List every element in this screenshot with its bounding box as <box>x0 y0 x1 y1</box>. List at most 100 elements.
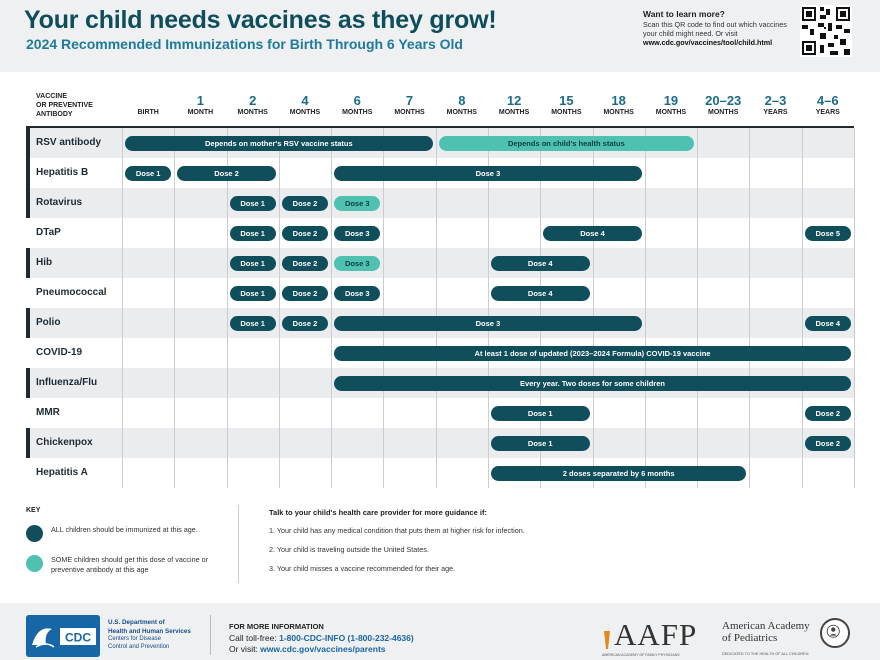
grid-line <box>749 128 751 488</box>
vaccine-name: Influenza/Flu <box>26 368 122 398</box>
column-header-number: 8 <box>458 93 466 108</box>
aap-logo: American Academy of Pediatrics DEDICATED… <box>722 620 862 660</box>
call-line: Call toll-free: 1-800-CDC-INFO (1-800-23… <box>229 632 414 643</box>
column-header: 18 MONTHS <box>593 90 645 126</box>
table-row: Hib <box>26 248 854 278</box>
more-info-title: FOR MORE INFORMATION <box>229 622 324 631</box>
dose-bar: Dose 3 <box>334 285 381 301</box>
column-header-number: 2 <box>249 93 257 108</box>
column-header: 6 MONTHS <box>331 90 383 126</box>
column-header: 8 MONTHS <box>436 90 488 126</box>
aafp-logo: AAFP AMERICAN ACADEMY OF FAMILY PHYSICIA… <box>600 615 700 659</box>
grid-line <box>487 128 489 488</box>
table-row: Chickenpox <box>26 428 854 458</box>
column-header-number: 4–6 <box>816 93 839 108</box>
column-header-unit: YEARS <box>815 109 840 116</box>
column-header-number: 2–3 <box>764 93 787 108</box>
column-header-number: 7 <box>405 93 414 108</box>
column-header-unit: MONTHS <box>551 109 582 116</box>
column-header-unit: MONTHS <box>603 109 634 116</box>
vaccine-name: Hepatitis B <box>26 158 122 188</box>
column-header-number <box>122 90 174 109</box>
learn-more-text: Scan this QR code to find out which vacc… <box>643 20 787 38</box>
dose-bar: Depends on mother's RSV vaccine status <box>125 135 433 151</box>
vaccine-name: Hepatitis A <box>36 467 88 478</box>
column-header-unit: MONTHS <box>289 109 321 116</box>
column-header-unit: MONTH <box>187 109 214 116</box>
aap-logo-subtext: DEDICATED TO THE HEALTH OF ALL CHILDREN <box>722 652 809 656</box>
visit-line: Or visit: www.cdc.gov/vaccines/parents <box>229 644 386 654</box>
column-header: 7 MONTHS <box>383 90 435 126</box>
column-header-unit: MONTHS <box>708 109 739 116</box>
table-header-row: VACCINE OR PREVENTIVE ANTIBODY BIRTH 1 MON… <box>26 90 854 126</box>
grid-line <box>383 128 385 488</box>
dose-bar: Dose 2 <box>177 165 276 181</box>
grid-line <box>331 128 333 488</box>
aafp-logo-text: AAFP <box>614 617 698 652</box>
key-title: KEY <box>26 507 41 514</box>
column-header: 2 MONTHS <box>227 90 279 126</box>
dose-bar: Depends on child's health status <box>438 135 695 151</box>
dose-bar: Dose 2 <box>281 225 329 241</box>
dose-bar: Dose 4 <box>543 225 642 241</box>
vaccine-name: DTaP <box>36 227 61 238</box>
dose-bar: Dose 3 <box>334 255 381 271</box>
guidance-item: 3. Your child misses a vaccine recommend… <box>269 564 456 573</box>
column-header-unit: YEARS <box>763 109 788 116</box>
column-header-number: 18 <box>611 93 626 108</box>
table-row: Hepatitis B <box>26 158 854 188</box>
grid-line <box>278 128 280 488</box>
parents-url-link[interactable]: www.cdc.gov/vaccines/parents <box>260 644 386 654</box>
dose-bar: Dose 1 <box>229 195 276 211</box>
column-header-unit: MONTHS <box>655 109 687 116</box>
table-row: Rotavirus <box>26 188 854 218</box>
grid-line <box>122 128 123 488</box>
vaccine-name: Polio <box>26 308 122 338</box>
grid-line <box>540 128 542 488</box>
column-header: 15 MONTHS <box>540 90 592 126</box>
grid-line <box>226 128 228 488</box>
dark-circle-icon <box>26 525 43 542</box>
aafp-logo-subtext: AMERICAN ACADEMY OF FAMILY PHYSICIANS <box>602 653 680 657</box>
phone-link[interactable]: 1-800-CDC-INFO (1-800-232-4636) <box>279 632 414 643</box>
column-header-unit: MONTHS <box>446 109 477 116</box>
footer-divider <box>210 615 211 655</box>
dose-bar: Dose 3 <box>334 195 381 211</box>
guidance-item: 1. Your child has any medical condition … <box>269 526 525 535</box>
vaccine-name: Hib <box>26 248 122 278</box>
column-header: 2–3 YEARS <box>749 90 801 126</box>
grid-line <box>592 128 594 488</box>
column-header: 19 MONTHS <box>645 90 697 126</box>
section-divider <box>238 505 239 583</box>
column-header-number: 4 <box>301 93 309 108</box>
key-some-text: SOME children should get this dose of va… <box>51 555 209 574</box>
vaccine-name: Chickenpox <box>26 428 122 458</box>
dose-bar: Dose 1 <box>125 165 172 181</box>
column-header: 12 MONTHS <box>488 90 540 126</box>
column-header-unit: MONTHS <box>498 109 530 116</box>
hhs-text: U.S. Department of Health and Human Serv… <box>108 619 191 650</box>
light-circle-icon <box>26 555 43 572</box>
column-header-number: 19 <box>663 93 679 108</box>
column-header: 4–6 YEARS <box>802 90 854 126</box>
grid-line <box>644 128 646 488</box>
vaccine-column-header: VACCINE OR PREVENTIVE ANTIBODY <box>36 93 93 118</box>
torch-icon <box>604 623 610 649</box>
dose-bar: Dose 1 <box>490 405 590 421</box>
column-header-unit: BIRTH <box>137 109 159 116</box>
vaccine-name: RSV antibody <box>26 128 122 158</box>
dose-bar: Dose 4 <box>490 285 590 301</box>
dose-bar: Dose 2 <box>804 435 851 451</box>
guidance-item: 2. Your child is traveling outside the U… <box>269 545 429 554</box>
learn-more-title: Want to learn more? <box>643 9 725 19</box>
table-row: MMR <box>26 398 854 428</box>
legend-key: KEY ALL children should be immunized at … <box>26 507 226 574</box>
vaccine-name: COVID-19 <box>36 347 83 358</box>
qr-code-icon[interactable] <box>800 5 852 57</box>
dose-bar: Dose 4 <box>490 255 590 271</box>
column-header-number: 20–23 <box>705 93 742 108</box>
column-header-number: 12 <box>506 93 522 108</box>
table-row: Hepatitis A <box>26 458 854 488</box>
dose-bar: Dose 3 <box>334 165 642 181</box>
learn-more-url[interactable]: www.cdc.gov/vaccines/tool/child.html <box>643 38 773 47</box>
